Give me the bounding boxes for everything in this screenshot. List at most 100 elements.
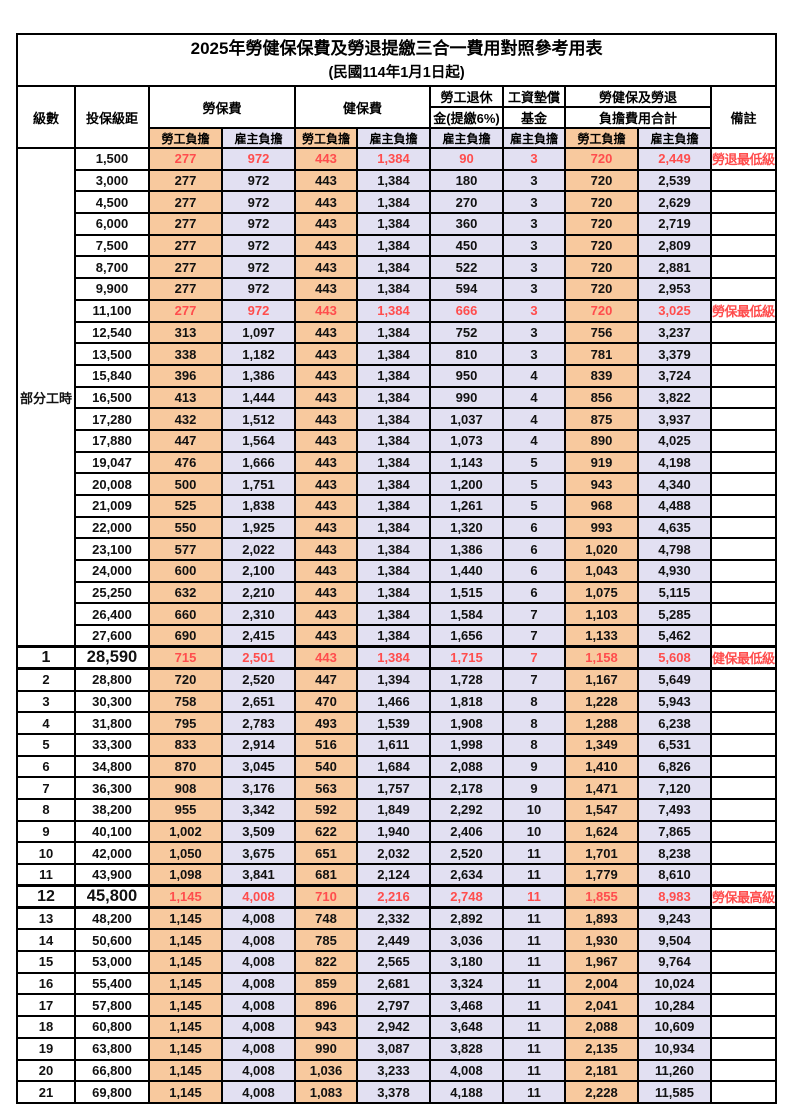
value-cell: 7,493	[637, 797, 712, 822]
value-cell: 6,238	[637, 711, 712, 735]
value-cell: 4,008	[221, 1036, 296, 1061]
value-cell: 1,384	[356, 602, 431, 627]
value-cell: 1,002	[148, 819, 223, 844]
value-cell: 1,020	[564, 537, 639, 562]
bracket-cell: 38,200	[74, 797, 150, 822]
value-cell: 1,386	[429, 537, 504, 562]
value-cell: 592	[294, 797, 358, 822]
value-cell: 270	[429, 190, 504, 215]
value-cell: 2,651	[221, 689, 296, 714]
value-cell: 11	[502, 971, 566, 996]
table-row: 17,880 447 1,564 443 1,384 1,073 4 890 4,025	[17, 428, 778, 453]
table-row: 3 30,300 758 2,651 470 1,466 1,818 8 1,228 5,943	[16, 689, 778, 714]
value-cell: 540	[294, 754, 358, 779]
fee-table: 2025年勞健保保費及勞退提繳三合一費用對照參考用表 (民國114年1月1日起)…	[15, 33, 778, 1104]
value-cell: 4,025	[637, 428, 712, 453]
value-cell: 3,036	[429, 928, 504, 953]
value-cell: 1,182	[221, 342, 296, 366]
level-cell: 21	[16, 1080, 76, 1104]
value-cell: 5,115	[637, 580, 712, 605]
value-cell: 2,892	[429, 906, 504, 931]
value-cell: 1,098	[148, 863, 223, 887]
remark-cell	[709, 1058, 778, 1083]
remark-cell: 勞退最低級距	[709, 147, 778, 171]
value-cell: 2,088	[564, 1015, 639, 1039]
value-cell: 3	[502, 298, 566, 323]
value-cell: 1,384	[356, 342, 431, 366]
value-cell: 3,509	[221, 819, 296, 844]
value-cell: 1,384	[356, 645, 431, 671]
value-cell: 1,818	[429, 689, 504, 714]
remark-cell	[709, 494, 778, 518]
bracket-cell: 17,280	[74, 407, 150, 431]
table-row: 26,400 660 2,310 443 1,384 1,584 7 1,103 5,285	[17, 602, 778, 627]
value-cell: 2,310	[221, 602, 296, 627]
value-cell: 11	[502, 993, 566, 1018]
value-cell: 3,724	[637, 363, 712, 388]
value-cell: 522	[429, 255, 504, 280]
value-cell: 3,378	[356, 1080, 431, 1104]
value-cell: 1,564	[221, 428, 296, 453]
value-cell: 2,181	[564, 1058, 639, 1083]
value-cell: 443	[294, 190, 358, 215]
remark-cell	[709, 776, 778, 800]
value-cell: 5,943	[637, 689, 712, 714]
value-cell: 1,384	[356, 624, 431, 648]
bracket-cell: 23,100	[74, 537, 150, 562]
value-cell: 1,384	[356, 147, 431, 171]
remark-cell	[709, 428, 778, 453]
bracket-cell: 40,100	[74, 819, 150, 844]
value-cell: 1,384	[356, 407, 431, 431]
value-cell: 180	[429, 168, 504, 193]
value-cell: 1,145	[148, 971, 223, 996]
level-cell: 11	[16, 863, 76, 887]
value-cell: 1,512	[221, 407, 296, 431]
value-cell: 660	[148, 602, 223, 627]
remark-cell	[709, 819, 778, 844]
value-cell: 2,124	[356, 863, 431, 887]
value-cell: 1,384	[356, 190, 431, 215]
value-cell: 4	[502, 385, 566, 410]
value-cell: 2,415	[221, 624, 296, 648]
value-cell: 2,719	[637, 212, 712, 236]
bracket-cell: 60,800	[74, 1015, 150, 1039]
value-cell: 943	[564, 472, 639, 496]
value-cell: 3,025	[637, 298, 712, 323]
level-cell-part-time: 部分工時	[16, 147, 76, 648]
value-cell: 8,983	[637, 884, 712, 910]
table-row: 23,100 577 2,022 443 1,384 1,386 6 1,020 4,798	[17, 537, 778, 562]
value-cell: 972	[221, 190, 296, 215]
value-cell: 1,145	[148, 1080, 223, 1104]
value-cell: 443	[294, 342, 358, 366]
bracket-cell: 9,900	[74, 277, 150, 301]
bracket-cell: 4,500	[74, 190, 150, 215]
value-cell: 1,145	[148, 928, 223, 953]
value-cell: 11	[502, 906, 566, 931]
value-cell: 6	[502, 559, 566, 583]
col-header-total-line2: 負擔費用合計	[564, 106, 712, 129]
value-cell: 1,384	[356, 428, 431, 453]
remark-cell	[709, 1015, 778, 1039]
value-cell: 690	[148, 624, 223, 648]
value-cell: 9,764	[637, 950, 712, 974]
value-cell: 7,120	[637, 776, 712, 800]
value-cell: 277	[148, 147, 223, 171]
value-cell: 4,008	[221, 884, 296, 910]
value-cell: 2,953	[637, 277, 712, 301]
value-cell: 651	[294, 841, 358, 865]
value-cell: 1,320	[429, 515, 504, 540]
value-cell: 11	[502, 950, 566, 974]
subheader-total-employer: 雇主負擔	[637, 127, 712, 149]
value-cell: 1,855	[564, 884, 639, 910]
table-row: 18 60,800 1,145 4,008 943 2,942 3,648 11 2,088 10…	[16, 1015, 778, 1039]
value-cell: 2,088	[429, 754, 504, 779]
value-cell: 4,008	[221, 971, 296, 996]
value-cell: 4,008	[221, 1080, 296, 1104]
bracket-cell: 16,500	[74, 385, 150, 410]
value-cell: 1,611	[356, 732, 431, 757]
value-cell: 10,284	[637, 993, 712, 1018]
col-header-total-line1: 勞健保及勞退	[564, 85, 712, 108]
value-cell: 3	[502, 255, 566, 280]
value-cell: 2,041	[564, 993, 639, 1018]
value-cell: 758	[148, 689, 223, 714]
